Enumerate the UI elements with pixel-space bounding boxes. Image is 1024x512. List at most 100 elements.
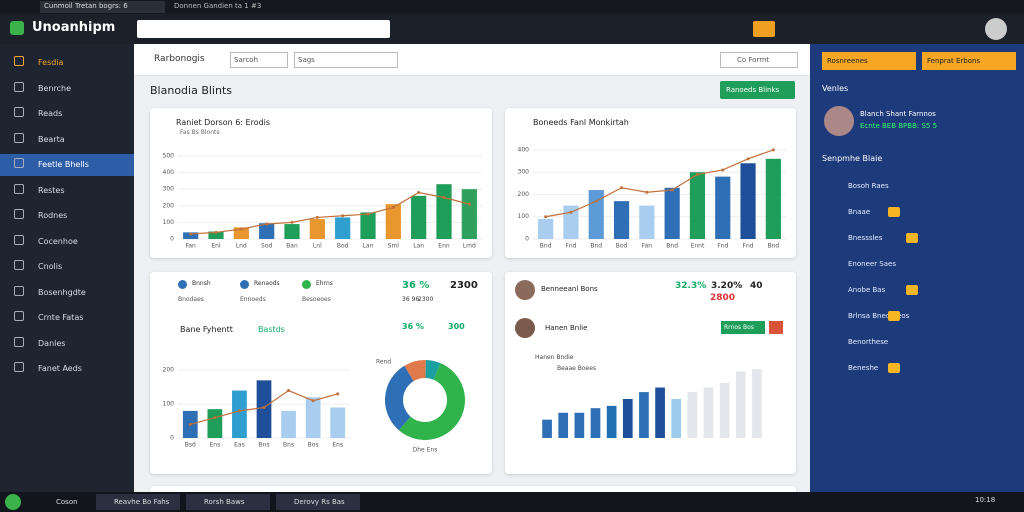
y-tick-label: 0 xyxy=(170,435,174,442)
list-item[interactable]: Bnaae xyxy=(848,208,871,216)
chart: 0 100 200 300 400 500 Fan Enl Lnd Sod Ban Lnl Bod Lan… xyxy=(163,152,482,250)
nav-icon xyxy=(14,107,24,117)
bar xyxy=(385,204,401,239)
x-tick-label: Bns xyxy=(283,442,294,449)
donut-slice xyxy=(404,360,426,382)
nav-item[interactable]: Crnte Fatas xyxy=(38,313,84,322)
start-button[interactable] xyxy=(5,494,21,510)
toolbar: Rarbonogis Sarcoh Sags Co Forrnt xyxy=(134,44,810,76)
input[interactable]: Sags xyxy=(294,52,398,68)
nav-icon xyxy=(14,81,24,92)
nav-item[interactable]: Cocenhoe xyxy=(38,236,78,246)
nav-item[interactable]: Bosenhgdte xyxy=(38,287,86,297)
sidebar: Fesdia Benrche Reads Bearta Feetle Bhells Res… xyxy=(0,44,134,492)
trend-point xyxy=(315,215,319,219)
kpi-label: Renaods xyxy=(254,280,280,287)
button[interactable] xyxy=(769,321,783,334)
kpi-value: 2300 xyxy=(450,280,478,291)
nav-item[interactable]: Cnolis xyxy=(38,262,63,271)
x-tick-label: Ban xyxy=(286,243,298,250)
bar xyxy=(309,219,325,239)
card-title: Raniet Dorson 6: Erodis xyxy=(176,118,271,127)
list-item[interactable]: Enoneer Saes xyxy=(848,260,896,268)
bar xyxy=(719,382,730,438)
x-tick-label: Ens xyxy=(209,442,220,449)
card-title: Bane Fyhentt xyxy=(180,325,233,334)
card: Bane Fyhentt Bastds 0 100 200 Bsd Ens Eas Bns B… xyxy=(150,272,492,474)
donut-label: Rend xyxy=(376,359,391,366)
kpi-subvalue: 36 96 xyxy=(402,296,420,303)
task-item[interactable]: Derovy Rs Bas xyxy=(276,494,360,510)
nav-item[interactable]: Bearta xyxy=(38,134,65,144)
task-item[interactable]: Coson xyxy=(56,498,78,506)
x-tick-label: Fan xyxy=(642,243,653,250)
tab[interactable]: Donnen Gandien ta 1 #3 xyxy=(174,2,262,10)
list-item[interactable]: Anobe Bas xyxy=(848,286,886,294)
nav-item[interactable]: Rodnes xyxy=(38,211,68,220)
x-tick-label: Bnd xyxy=(666,243,678,250)
trend-point xyxy=(620,186,624,190)
nav-item[interactable]: Restes xyxy=(38,185,65,195)
bar xyxy=(740,163,756,239)
card: Benneeanl Bons 32.3% 3.20% 40 2800 Hanen… xyxy=(505,272,796,474)
x-tick-label: Fnd xyxy=(565,243,576,250)
button[interactable]: Ranoeds Blinks xyxy=(720,81,795,99)
list-item[interactable]: Brlnsa Bneo Beos xyxy=(848,312,910,320)
donut-slice xyxy=(385,365,414,431)
trend-point xyxy=(265,222,269,226)
nav-item[interactable]: Reads xyxy=(38,109,63,118)
x-tick-label: Sml xyxy=(388,243,400,250)
list-item[interactable]: Bosoh Raes xyxy=(848,182,889,190)
tab[interactable]: Cunmoil Tretan bogrs: 6 xyxy=(40,1,165,13)
button[interactable]: Fenprat Erbons xyxy=(922,52,1016,70)
trend-point xyxy=(239,227,243,231)
nav-item[interactable]: Fesdia xyxy=(38,58,64,67)
stat: 2800 xyxy=(710,293,736,303)
x-tick-label: Bod xyxy=(616,243,628,250)
profile-line: Ecnte BEB BPBB: S5 5 xyxy=(860,122,938,130)
trend-point xyxy=(189,232,193,236)
menu[interactable]: Co Forrnt xyxy=(720,52,798,68)
button[interactable]: Rosnreenes xyxy=(822,52,916,70)
bar xyxy=(207,409,223,438)
nav-item[interactable]: Benrche xyxy=(38,83,71,93)
avatar xyxy=(515,280,535,300)
kpi-value: 36 % xyxy=(402,280,430,291)
nav-icon xyxy=(14,336,24,347)
x-tick-label: Sod xyxy=(261,243,272,250)
y-tick-label: 200 xyxy=(518,191,530,198)
list-item[interactable]: Benorthese xyxy=(848,338,889,346)
list-item[interactable]: Bnesssles xyxy=(848,234,883,242)
trend-point xyxy=(341,214,345,218)
list-item[interactable]: Beneshe xyxy=(848,364,879,372)
bar xyxy=(622,399,633,438)
chart-title: Hanen Bndie xyxy=(535,354,574,361)
kpi-subvalue: 2300 xyxy=(418,296,434,303)
button[interactable]: Rrnos Bos xyxy=(721,321,765,334)
input[interactable]: Sarcoh xyxy=(230,52,288,68)
trend-point xyxy=(366,212,370,216)
x-tick-label: Lmd xyxy=(463,243,476,250)
button[interactable] xyxy=(753,21,775,37)
x-tick-label: Bnd xyxy=(767,243,779,250)
x-tick-label: Bnd xyxy=(540,243,552,250)
address-bar[interactable] xyxy=(137,20,390,38)
nav-item[interactable]: Feetle Bhells xyxy=(0,154,134,176)
nav-icon xyxy=(14,234,24,245)
avatar xyxy=(985,18,1007,40)
nav-icon xyxy=(14,311,24,321)
y-tick-label: 200 xyxy=(163,202,175,209)
nav-icon xyxy=(14,362,24,372)
kpi-sublabel: Bnodaes xyxy=(178,296,204,303)
kpi-sublabel: Besoeoes xyxy=(302,296,331,303)
task-item[interactable]: Rorsh Baws xyxy=(186,494,270,510)
nav-item[interactable]: Danles xyxy=(38,338,66,348)
trend-point xyxy=(214,230,218,234)
trend-point xyxy=(262,405,266,409)
task-item[interactable]: Reavhe Bo Fahs xyxy=(96,494,180,510)
nav-item[interactable]: Fanet Aeds xyxy=(38,364,82,373)
donut-label: Dhe Ens xyxy=(413,447,438,454)
y-tick-label: 100 xyxy=(163,401,175,408)
bar xyxy=(606,405,617,438)
